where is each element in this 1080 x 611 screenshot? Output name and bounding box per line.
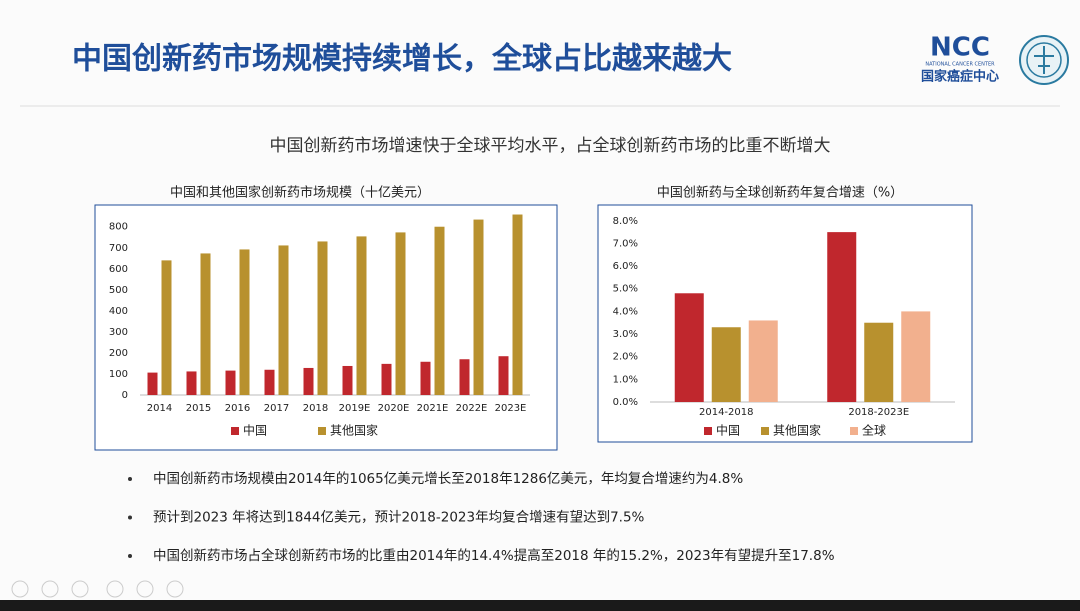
y-tick-label: 5.0% (613, 284, 638, 295)
bar (200, 253, 211, 395)
legend-label: 全球 (862, 423, 886, 438)
bar (186, 371, 197, 395)
y-tick-label: 0.0% (613, 397, 638, 408)
y-tick-label: 8.0% (613, 216, 638, 227)
bar (395, 232, 406, 395)
bar (356, 236, 367, 395)
bullet-text: 中国创新药市场规模由2014年的1065亿美元增长至2018年1286亿美元，年… (153, 470, 743, 487)
y-tick-label: 300 (109, 327, 128, 338)
x-tick-label: 2023E (495, 403, 527, 414)
bar (827, 232, 857, 402)
bar (278, 245, 289, 395)
bullet-dot (128, 515, 132, 520)
bar (711, 327, 741, 402)
legend-label: 其他国家 (773, 423, 821, 438)
bar (147, 372, 158, 395)
bar (420, 361, 431, 395)
y-tick-label: 3.0% (613, 329, 638, 340)
x-tick-label: 2017 (264, 403, 289, 414)
y-tick-label: 6.0% (613, 261, 638, 272)
legend-swatch (318, 427, 326, 435)
slide-title: 中国创新药市场规模持续增长，全球占比越来越大 (72, 42, 732, 77)
x-tick-label: 2015 (186, 403, 211, 414)
y-tick-label: 500 (109, 285, 128, 296)
legend-swatch (231, 427, 239, 435)
logo-text: NCC (930, 33, 990, 63)
x-tick-label: 2022E (456, 403, 488, 414)
bullet-dot (128, 554, 132, 558)
y-tick-label: 800 (109, 222, 128, 233)
bar (864, 322, 894, 402)
logo-name: 国家癌症中心 (921, 69, 999, 85)
bar (901, 311, 931, 402)
x-tick-label: 2018 (303, 403, 328, 414)
bar (434, 226, 445, 395)
bar (381, 363, 392, 395)
bar (225, 370, 236, 395)
bar (264, 369, 275, 395)
x-tick-label: 2014 (147, 403, 172, 414)
legend-swatch (850, 427, 858, 435)
bullet-text: 中国创新药市场占全球创新药市场的比重由2014年的14.4%提高至2018 年的… (153, 547, 835, 564)
legend-label: 中国 (716, 423, 740, 438)
x-tick-label: 2019E (339, 403, 371, 414)
subtitle: 中国创新药市场增速快于全球平均水平，占全球创新药市场的比重不断增大 (270, 136, 831, 156)
bar (161, 260, 172, 395)
toolbar (11, 580, 184, 598)
y-tick-label: 100 (109, 369, 128, 380)
y-tick-label: 7.0% (613, 238, 638, 249)
bar (674, 293, 704, 402)
legend-label: 中国 (243, 423, 267, 438)
bar (239, 249, 250, 395)
bullet-text: 预计到2023 年将达到1844亿美元，预计2018-2023年均复合增速有望达… (153, 509, 645, 526)
y-tick-label: 4.0% (613, 306, 638, 317)
y-tick-label: 2.0% (613, 352, 638, 363)
bar (459, 359, 470, 395)
x-tick-label: 2021E (417, 403, 449, 414)
chart-title: 中国创新药与全球创新药年复合增速（%） (657, 185, 903, 201)
bar (473, 219, 484, 395)
x-tick-label: 2014-2018 (699, 407, 754, 418)
logo-subtext: NATIONAL CANCER CENTER (925, 62, 995, 68)
bar (512, 214, 523, 395)
y-tick-label: 700 (109, 243, 128, 254)
y-tick-label: 600 (109, 264, 128, 275)
bar (342, 365, 353, 395)
bar (498, 356, 509, 395)
x-tick-label: 2016 (225, 403, 250, 414)
x-tick-label: 2020E (378, 403, 410, 414)
y-tick-label: 400 (109, 306, 128, 317)
x-tick-label: 2018-2023E (848, 407, 909, 418)
emblem (1019, 35, 1069, 85)
legend-swatch (761, 427, 769, 435)
legend-swatch (704, 427, 712, 435)
bar (317, 241, 328, 395)
y-tick-label: 200 (109, 348, 128, 359)
legend-label: 其他国家 (330, 423, 378, 438)
bar (303, 367, 314, 395)
y-tick-label: 1.0% (613, 374, 638, 385)
bullet-list: 中国创新药市场规模由2014年的1065亿美元增长至2018年1286亿美元，年… (128, 470, 835, 564)
bottom-bar (0, 600, 1080, 611)
bar (748, 320, 778, 402)
chart-title: 中国和其他国家创新药市场规模（十亿美元） (170, 185, 430, 201)
bullet-dot (128, 477, 132, 481)
y-tick-label: 0 (122, 390, 128, 401)
